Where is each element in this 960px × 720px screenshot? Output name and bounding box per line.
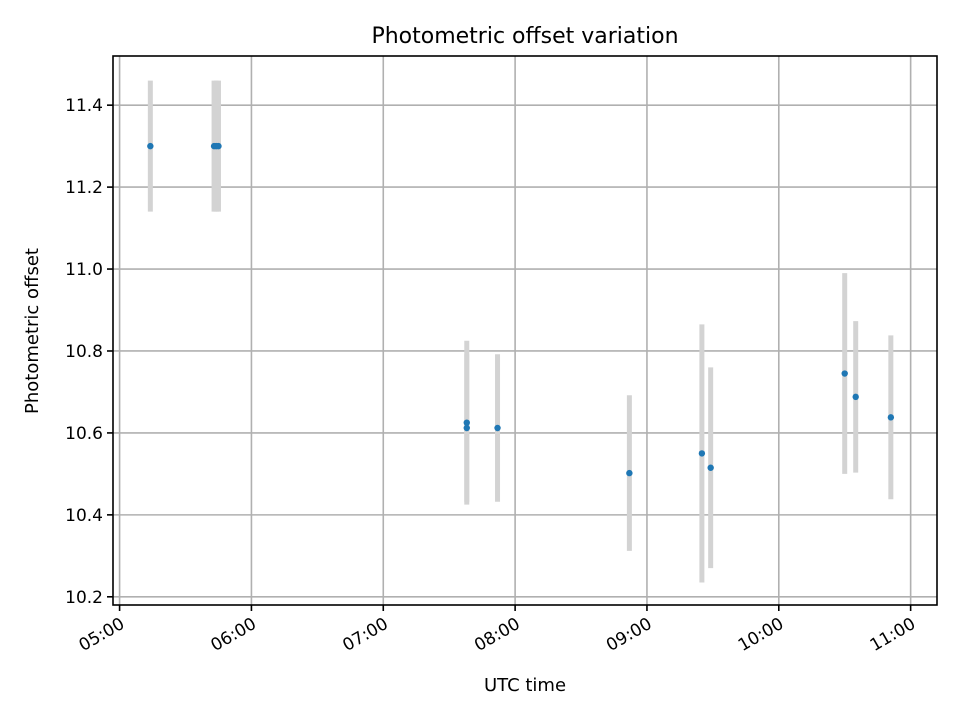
x-tick-label: 05:00 [76, 614, 128, 656]
x-axis-label: UTC time [484, 675, 566, 696]
x-tick-label: 09:00 [603, 614, 655, 656]
data-point [494, 424, 501, 432]
x-tick-label: 11:00 [867, 614, 919, 656]
chart-title: Photometric offset variation [371, 24, 678, 49]
data-points [147, 142, 895, 477]
y-tick-label: 10.6 [65, 424, 103, 444]
x-tick-label: 06:00 [207, 614, 259, 656]
data-point [463, 419, 470, 426]
data-point [887, 414, 895, 421]
y-tick-label: 11.4 [65, 96, 103, 116]
error-bars [147, 80, 894, 583]
data-point [841, 370, 848, 377]
y-tick-label: 10.2 [65, 588, 103, 608]
grid [113, 56, 937, 605]
y-tick-label: 11.2 [65, 178, 103, 198]
y-axis-label: Photometric offset [22, 248, 43, 414]
data-point [852, 393, 859, 401]
data-point [626, 469, 633, 477]
y-tick-label: 11.0 [65, 260, 103, 280]
data-point [707, 464, 714, 471]
data-point [698, 450, 706, 457]
ticks: 05:00 06:00 07:00 08:00 09:00 10:00 11:00 10.2 1… [65, 96, 919, 656]
x-tick-label: 10:00 [735, 614, 787, 656]
y-tick-label: 10.8 [65, 342, 103, 362]
x-tick-label: 08:00 [471, 614, 523, 656]
y-tick-label: 10.4 [65, 506, 103, 526]
data-point [463, 424, 470, 432]
data-point [147, 142, 154, 150]
x-tick-label: 07:00 [339, 614, 391, 656]
data-point [215, 142, 222, 150]
plot-frame [112, 55, 938, 606]
